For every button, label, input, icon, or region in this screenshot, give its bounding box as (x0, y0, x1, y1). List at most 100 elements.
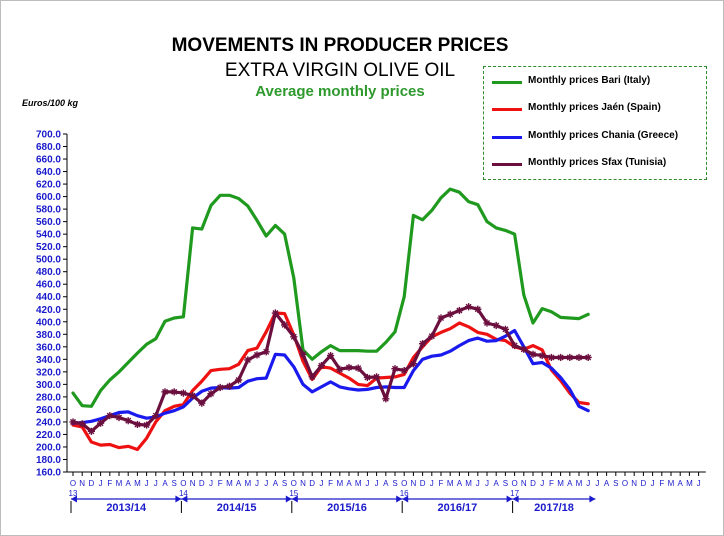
x-tick-label: J (99, 479, 103, 488)
season-label: 2016/17 (438, 502, 478, 514)
season-arrow-head-right (285, 495, 292, 503)
season-arrow-head-right (589, 495, 596, 503)
data-point-sfax (308, 373, 316, 381)
x-tick-label: N (300, 479, 306, 488)
legend-swatch-chania (492, 136, 522, 139)
y-tick-label: 620.0 (36, 180, 61, 191)
y-tick-label: 560.0 (36, 217, 61, 228)
x-tick-label: M (557, 479, 564, 488)
data-point-sfax (235, 376, 243, 384)
x-tick-label: A (162, 479, 168, 488)
x-tick-label: A (236, 479, 242, 488)
x-tick-label: F (107, 479, 112, 488)
x-tick-label: M (244, 479, 251, 488)
y-tick-label: 200.0 (36, 442, 61, 453)
data-point-sfax (189, 392, 197, 400)
season-arrow-head-right (506, 495, 513, 503)
season-label: 2014/15 (217, 502, 257, 514)
data-point-sfax (437, 314, 445, 322)
data-point-sfax (547, 353, 555, 362)
data-point-sfax (244, 356, 252, 364)
y-tick-label: 540.0 (36, 230, 61, 241)
y-tick-label: 280.0 (36, 392, 61, 403)
data-point-sfax (152, 412, 160, 420)
data-point-sfax (382, 395, 390, 403)
data-point-sfax (133, 420, 141, 429)
y-tick-label: 300.0 (36, 380, 61, 391)
data-point-sfax (529, 350, 537, 358)
x-tick-label: J (485, 479, 489, 488)
x-tick-label: A (604, 479, 610, 488)
x-tick-label: A (567, 479, 573, 488)
y-tick-label: 640.0 (36, 167, 61, 178)
x-tick-label: J (145, 479, 149, 488)
y-tick-label: 520.0 (36, 242, 61, 253)
chart-subtitle-2: Average monthly prices (255, 83, 425, 100)
chart-legend: Monthly prices Bari (Italy) Monthly pric… (483, 66, 707, 180)
season-arrow-head-left (402, 495, 409, 503)
y-tick-label: 660.0 (36, 155, 61, 166)
x-tick-label: J (476, 479, 480, 488)
year-marker-label: 16 (400, 489, 409, 498)
x-tick-label: D (420, 479, 426, 488)
y-tick-label: 160.0 (36, 468, 61, 479)
x-tick-label: N (631, 479, 637, 488)
data-point-sfax (106, 412, 114, 420)
y-tick-label: 380.0 (36, 330, 61, 341)
y-tick-label: 460.0 (36, 280, 61, 291)
y-tick-label: 580.0 (36, 205, 61, 216)
x-tick-label: O (291, 479, 297, 488)
x-tick-label: J (365, 479, 369, 488)
chart-subtitle: EXTRA VIRGIN OLIVE OIL (224, 60, 456, 81)
y-tick-label: 400.0 (36, 317, 61, 328)
x-tick-label: D (641, 479, 647, 488)
x-tick-label: J (595, 479, 599, 488)
series-line-jaen (71, 311, 590, 452)
season-arrow-head-left (291, 495, 298, 503)
data-point-sfax (161, 388, 169, 396)
x-tick-label: J (264, 479, 268, 488)
x-tick-label: M (116, 479, 123, 488)
year-marker-label: 17 (510, 489, 519, 498)
season-arrow-head-right (396, 495, 403, 503)
x-tick-label: F (549, 479, 554, 488)
x-tick-label: J (651, 479, 655, 488)
x-tick-label: J (697, 479, 701, 488)
data-point-sfax (78, 420, 86, 428)
x-tick-label: D (89, 479, 95, 488)
data-point-sfax (253, 351, 261, 359)
data-point-sfax (409, 360, 417, 368)
data-point-sfax (465, 303, 473, 311)
season-label: 2015/16 (327, 502, 367, 514)
x-tick-label: J (540, 479, 544, 488)
x-tick-label: M (134, 479, 141, 488)
data-point-sfax (455, 306, 463, 315)
x-tick-label: A (494, 479, 500, 488)
y-tick-label: 220.0 (36, 430, 61, 441)
y-tick-label: 320.0 (36, 367, 61, 378)
data-point-sfax (69, 418, 77, 426)
data-point-sfax (262, 348, 270, 356)
data-point-sfax (474, 305, 482, 313)
data-point-sfax (170, 388, 178, 396)
season-arrow-head-left (71, 495, 77, 503)
season-arrow-head-left (512, 495, 519, 503)
legend-swatch-sfax (492, 163, 522, 166)
data-point-sfax (115, 413, 123, 422)
data-point-sfax (225, 382, 233, 390)
data-point-sfax (363, 373, 371, 382)
x-tick-label: J (430, 479, 434, 488)
data-point-sfax (492, 321, 500, 330)
data-point-sfax (373, 373, 381, 381)
x-tick-label: F (328, 479, 333, 488)
y-tick-label: 600.0 (36, 192, 61, 203)
data-point-sfax (124, 417, 132, 425)
data-point-sfax (271, 309, 279, 317)
x-tick-label: A (126, 479, 132, 488)
data-point-sfax (566, 353, 574, 362)
legend-label-chania: Monthly prices Chania (Greece) (528, 130, 679, 141)
x-tick-label: M (355, 479, 362, 488)
x-tick-label: S (172, 479, 177, 488)
year-marker-label: 13 (69, 489, 78, 498)
data-point-sfax (299, 350, 307, 358)
